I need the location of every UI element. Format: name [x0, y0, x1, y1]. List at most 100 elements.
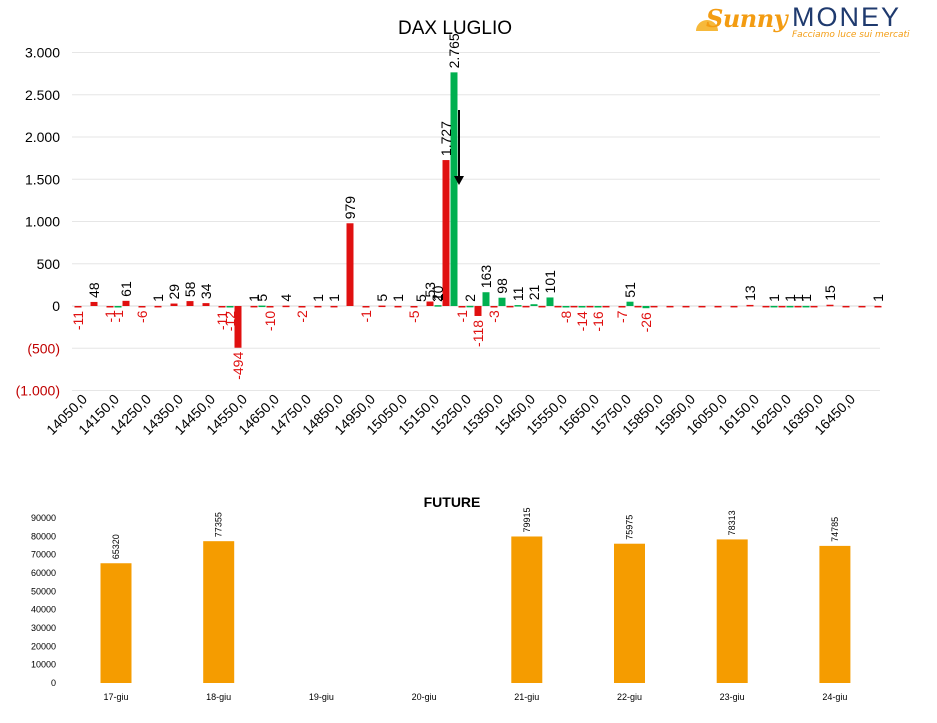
- data-label: 75975: [625, 515, 635, 540]
- bar-green: [802, 305, 810, 308]
- data-label: 1: [390, 294, 406, 302]
- bar-green: [434, 305, 442, 307]
- data-label: 11: [510, 286, 526, 301]
- bar-red: [298, 306, 306, 308]
- data-label: 2: [462, 294, 478, 302]
- data-label: 1: [782, 294, 798, 302]
- data-label: 2.765: [446, 33, 462, 68]
- bar-red: [810, 305, 818, 308]
- data-label: -10: [262, 311, 278, 331]
- bar-red: [314, 305, 322, 308]
- bar-green: [562, 306, 570, 308]
- x-tick-label: 23-giu: [720, 692, 745, 702]
- bar-green: [642, 306, 650, 309]
- bar-red: [682, 305, 690, 308]
- x-tick-label: 24-giu: [822, 692, 847, 702]
- bar-red: [234, 306, 242, 348]
- data-label: 77355: [214, 512, 224, 537]
- data-label: 65320: [111, 534, 121, 559]
- x-tick-label: 22-giu: [617, 692, 642, 702]
- bar-red: [362, 306, 370, 308]
- bar-red: [858, 305, 866, 308]
- data-label: 101: [542, 270, 558, 294]
- bar-red: [730, 305, 738, 308]
- bar-red: [138, 306, 146, 308]
- y-tick-label: 2.000: [25, 129, 60, 145]
- bar-red: [490, 306, 498, 308]
- future-bar: [614, 543, 645, 683]
- data-label: 5: [413, 294, 429, 302]
- data-label: 1.727: [438, 121, 454, 156]
- data-label: 1: [246, 294, 262, 302]
- sun-icon: [696, 20, 718, 31]
- bar-red: [202, 303, 210, 306]
- down-arrow-icon: [454, 176, 464, 185]
- bar-green: [786, 305, 794, 308]
- dax-options-chart: DAX LUGLIO 3.000 2.500 2.000 1.500 1.000 500 0…: [16, 18, 886, 438]
- bar-red: [378, 305, 386, 308]
- y-tick-label: 20000: [31, 641, 56, 651]
- data-label: -11: [214, 311, 230, 330]
- bar-red: [522, 305, 530, 308]
- y-tick-label: 1.500: [25, 171, 60, 187]
- bar-red: [778, 305, 786, 308]
- y-tick-label: 40000: [31, 605, 56, 615]
- data-label: 61: [118, 281, 134, 297]
- y-tick-label: 500: [37, 256, 61, 272]
- data-label: 78313: [727, 510, 737, 535]
- data-label: -26: [638, 312, 654, 332]
- bar-red: [842, 305, 850, 308]
- bar-green: [258, 305, 266, 308]
- data-label: 1: [790, 294, 806, 302]
- sunny-money-logo: Sunny MONEY Facciamo luce sui mercati: [696, 2, 914, 44]
- data-label: 163: [478, 265, 494, 289]
- data-label: 98: [494, 278, 510, 294]
- bar-red: [330, 305, 338, 308]
- data-label: 1: [326, 294, 342, 302]
- data-label: 13: [742, 285, 758, 301]
- bar-red: [714, 305, 722, 308]
- y-tick-label: 0: [51, 678, 56, 688]
- bar-red: [650, 305, 658, 308]
- bar-red: [250, 305, 258, 308]
- data-label: -11: [70, 311, 86, 330]
- x-tick-label: 18-giu: [206, 692, 231, 702]
- bar-red: [746, 304, 754, 307]
- bar-red: [154, 305, 162, 308]
- bar-red: [554, 305, 562, 308]
- logo-brand-money: MONEY: [792, 2, 902, 32]
- y-tick-label: 30000: [31, 623, 56, 633]
- data-label: 15: [822, 285, 838, 301]
- bar-red: [666, 305, 674, 308]
- bar-green: [514, 305, 522, 307]
- y-tick-label: 70000: [31, 550, 56, 560]
- y-tick-label: 10000: [31, 660, 56, 670]
- bar-red: [458, 306, 466, 308]
- x-tick-label: 20-giu: [412, 692, 437, 702]
- data-label: -1: [454, 310, 470, 323]
- data-label: 79915: [522, 507, 532, 532]
- bar-red: [106, 306, 114, 308]
- logo-tagline: Facciamo luce sui mercati: [792, 30, 910, 40]
- bar-red: [90, 301, 98, 306]
- x-tick-label: 17-giu: [103, 692, 128, 702]
- bar-green: [482, 292, 490, 306]
- bar-red: [442, 160, 450, 306]
- logo-brand-sunny: Sunny: [706, 4, 788, 33]
- y-tick-label: 50000: [31, 586, 56, 596]
- data-label: -1: [358, 310, 374, 323]
- data-label: -118: [470, 320, 486, 347]
- data-label: 1: [870, 294, 886, 302]
- bar-red: [218, 306, 226, 308]
- data-label: -6: [134, 310, 150, 323]
- bar-red: [186, 301, 194, 306]
- data-label: 1: [310, 294, 326, 302]
- y-tick-label: 2.500: [25, 87, 60, 103]
- data-label: -16: [590, 311, 606, 331]
- bar-red: [266, 306, 274, 308]
- bar-green: [770, 305, 778, 308]
- bar-green: [594, 306, 602, 308]
- future-bar: [716, 539, 748, 683]
- y-tick-label: (500): [27, 340, 60, 356]
- chart-title: DAX LUGLIO: [398, 18, 512, 39]
